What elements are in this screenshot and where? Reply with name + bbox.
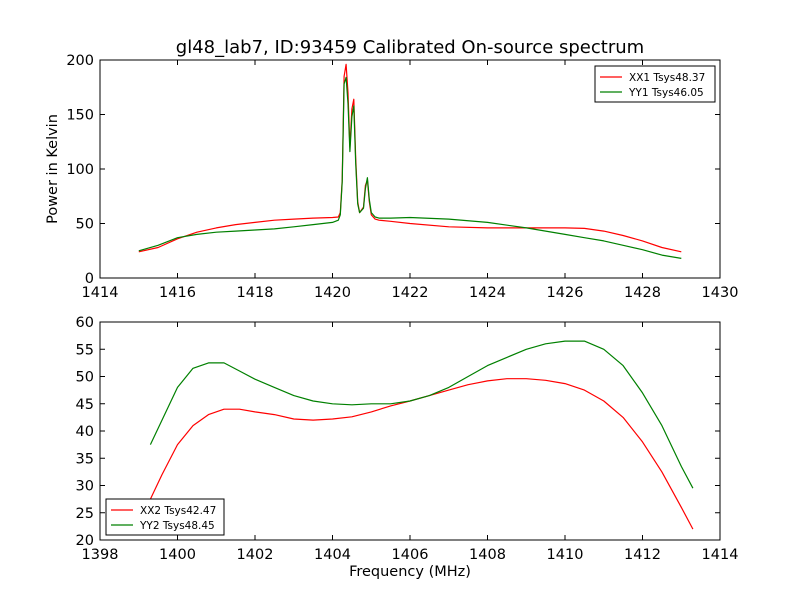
- y-tick-label: 35: [76, 451, 94, 467]
- legend-label-1: XX1 Tsys48.37: [629, 72, 705, 84]
- x-tick-label: 1418: [237, 285, 274, 301]
- x-tick-label: 1412: [624, 547, 661, 563]
- legend: XX1 Tsys48.37 YY1 Tsys46.05: [594, 65, 716, 103]
- legend-label-1: XX2 Tsys42.47: [140, 505, 216, 517]
- x-tick-label: 1428: [624, 285, 661, 301]
- y-tick-label: 30: [76, 479, 94, 495]
- y-tick-label: 150: [66, 108, 94, 124]
- x-tick-label: 1426: [547, 285, 584, 301]
- x-axis-label: Frequency (MHz): [349, 564, 471, 580]
- x-tick-label: 1398: [82, 547, 119, 563]
- y-tick-label: 60: [76, 315, 94, 331]
- x-tick-label: 1424: [469, 285, 506, 301]
- x-tick-label: 1422: [392, 285, 429, 301]
- x-tick-label: 1416: [159, 285, 196, 301]
- top-panel: 1414 1416 1418 1420 1422 1424 1426 1428 1430 0 50 1…: [45, 53, 738, 301]
- y-tick-label: 55: [76, 342, 94, 358]
- x-tick-label: 1430: [702, 285, 739, 301]
- y-tick-label: 0: [85, 271, 94, 287]
- y-tick-label: 40: [76, 424, 94, 440]
- legend-label-2: YY1 Tsys46.05: [628, 87, 704, 99]
- y-axis-label: Power in Kelvin: [45, 114, 61, 224]
- x-tick-label: 1406: [392, 547, 429, 563]
- x-tick-label: 1414: [82, 285, 119, 301]
- x-tick-label: 1402: [237, 547, 274, 563]
- y-tick-label: 50: [76, 217, 94, 233]
- figure-title: gl48_lab7, ID:93459 Calibrated On-source…: [176, 37, 644, 58]
- x-tick-label: 1400: [159, 547, 196, 563]
- x-tick-label: 1404: [314, 547, 351, 563]
- x-tick-label: 1410: [547, 547, 584, 563]
- x-tick-label: 1414: [702, 547, 739, 563]
- legend-label-2: YY2 Tsys48.45: [139, 520, 215, 532]
- y-tick-label: 45: [76, 397, 94, 413]
- legend-box: [594, 65, 716, 103]
- x-tick-label: 1420: [314, 285, 351, 301]
- y-tick-label: 50: [76, 370, 94, 386]
- y-tick-label: 100: [66, 162, 94, 178]
- y-tick-label: 200: [66, 53, 94, 69]
- x-tick-label: 1408: [469, 547, 506, 563]
- bottom-panel: 1398 1400 1402 1404 1406 1408 1410 1412 1414 20 25…: [76, 315, 739, 580]
- y-tick-label: 25: [76, 506, 94, 522]
- legend: XX2 Tsys42.47 YY2 Tsys48.45: [105, 498, 225, 536]
- series-line-2: [138, 76, 682, 259]
- legend-box: [105, 498, 225, 536]
- series-line-2: [149, 340, 694, 489]
- y-tick-label: 20: [76, 533, 94, 549]
